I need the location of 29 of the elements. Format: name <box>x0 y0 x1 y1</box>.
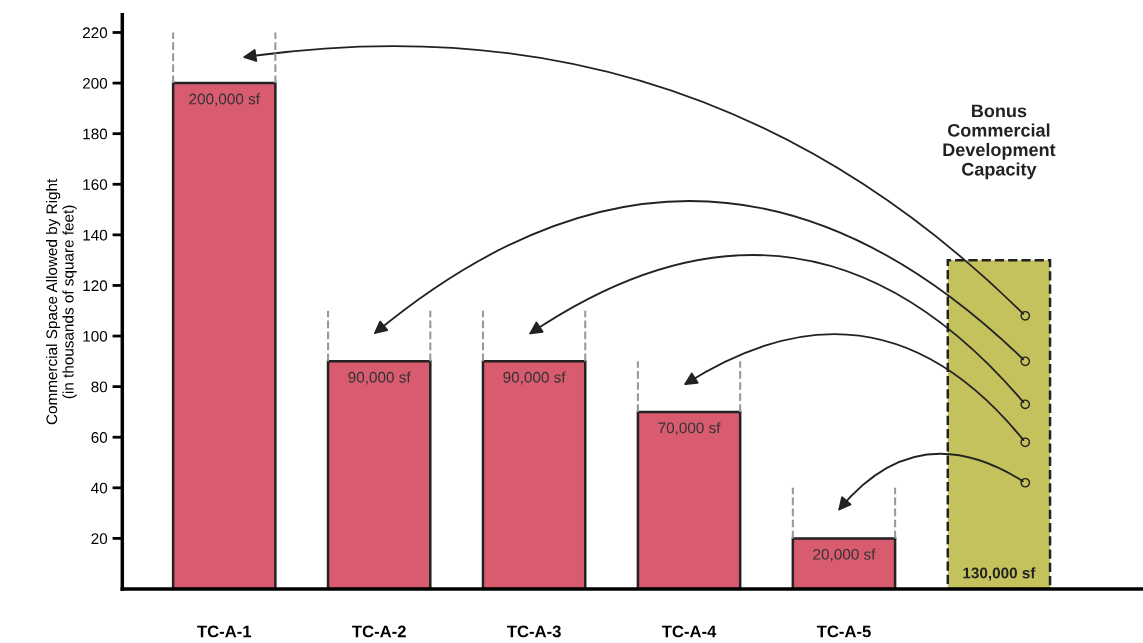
annotation: 20,000 sf <box>813 548 876 562</box>
x-tick-label: TC-A-3 <box>506 625 561 638</box>
y-tick-label: 120 <box>83 280 108 292</box>
x-tick-label: TC-A-2 <box>352 625 406 638</box>
bar <box>636 410 742 589</box>
y-tick-label: 100 <box>83 330 108 342</box>
y-axis-title: Commercial Space Allowed by Right (in thousands of square feet) <box>45 178 77 425</box>
y-tick-label: 20 <box>91 533 108 545</box>
bar <box>481 360 587 589</box>
y-tick-label: 200 <box>83 77 108 89</box>
bar <box>326 360 432 589</box>
y-tick-label: 140 <box>83 229 108 241</box>
x-tick-label: TC-A-5 <box>816 625 871 638</box>
x-tick-label: TC-A-4 <box>661 625 717 638</box>
y-tick-label: 40 <box>91 482 108 494</box>
annotation: 90,000 sf <box>348 371 411 385</box>
y-tick-label: 80 <box>91 381 108 393</box>
annotation: 90,000 sf <box>503 371 566 385</box>
y-tick-label: 220 <box>83 27 108 39</box>
annotation: 200,000 sf <box>189 93 260 107</box>
bar <box>171 81 277 589</box>
annotation: Bonus Commercial Development Capacity <box>943 104 1056 180</box>
annotation: 130,000 sf <box>963 567 1036 581</box>
annotation: 70,000 sf <box>658 422 721 436</box>
y-tick-label: 180 <box>83 128 108 140</box>
bar <box>791 537 897 589</box>
y-tick-label: 60 <box>91 432 108 443</box>
y-tick-label: 160 <box>83 179 108 190</box>
x-tick-label: TC-A-1 <box>197 625 252 638</box>
